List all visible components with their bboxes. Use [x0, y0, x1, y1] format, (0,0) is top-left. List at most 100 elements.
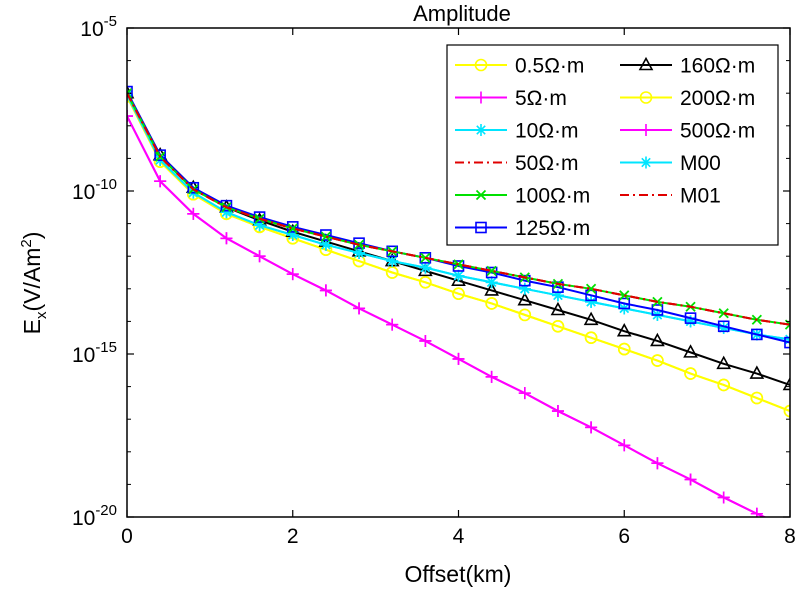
series-7: [127, 90, 790, 418]
data-point: [617, 342, 631, 356]
legend: 0.5Ω·m 160Ω·m 5Ω·m 200Ω·m 10Ω·m 500Ω·m 50Ω·m M0…: [446, 44, 779, 246]
data-point: [485, 276, 498, 289]
y-axis-label: Ex(V/Am2): [18, 232, 50, 335]
data-point: [486, 265, 497, 277]
data-point: [319, 238, 332, 251]
data-point: [452, 352, 465, 365]
legend-marker: [475, 221, 487, 234]
data-point: [583, 311, 599, 326]
data-point: [127, 85, 133, 98]
data-point: [187, 207, 200, 220]
data-point: [683, 344, 698, 358]
data-point: [453, 259, 464, 270]
data-point: [253, 219, 266, 232]
legend-label: 160Ω·m: [680, 55, 755, 78]
data-point: [650, 332, 665, 347]
legend-entry: 125Ω·m: [455, 217, 590, 240]
legend-entry: 0.5Ω·m: [455, 55, 584, 78]
legend-label: 500Ω·m: [680, 120, 755, 143]
data-point: [585, 295, 598, 308]
series-8: [127, 110, 767, 517]
data-point: [619, 290, 630, 301]
data-point: [717, 320, 730, 333]
series-line: [127, 91, 790, 344]
data-point: [717, 491, 730, 504]
data-point: [551, 319, 565, 333]
axes: 0 2 4 6 8 10-5 10-10 10-15 10-20: [72, 13, 796, 548]
legend-label: 0.5Ω·m: [515, 55, 584, 78]
data-point: [220, 232, 233, 245]
data-point: [319, 284, 332, 297]
data-point: [550, 301, 566, 316]
data-point: [783, 404, 790, 418]
legend-label: 100Ω·m: [515, 185, 590, 208]
data-point: [419, 275, 432, 289]
data-point: [286, 229, 299, 242]
data-point: [517, 292, 533, 306]
legend-entry: 10Ω·m: [455, 120, 579, 143]
data-point: [751, 328, 763, 341]
legend-label: 125Ω·m: [515, 217, 590, 240]
data-point: [750, 391, 764, 405]
legend-marker: [475, 124, 487, 136]
y-tick-label: 10-10: [72, 176, 117, 204]
data-point: [616, 323, 632, 337]
data-point: [552, 281, 564, 293]
data-point: [386, 318, 399, 331]
legend-entry: M01: [620, 185, 721, 208]
legend-marker: [475, 91, 487, 104]
data-point: [585, 283, 597, 294]
data-point: [353, 302, 366, 315]
data-point: [651, 304, 664, 316]
data-point: [618, 297, 631, 310]
legend-label: 200Ω·m: [680, 87, 755, 110]
x-tick-label: 2: [287, 525, 299, 548]
y-tick-label: 10-15: [72, 339, 117, 367]
data-point: [749, 365, 765, 379]
legend-entry: 5Ω·m: [455, 87, 567, 110]
legend-entry: M00: [620, 152, 721, 175]
legend-marker: [639, 91, 653, 104]
legend-label: M00: [680, 152, 721, 175]
data-point: [286, 268, 299, 281]
data-point: [784, 336, 790, 349]
series-4: [127, 88, 790, 330]
data-point: [651, 354, 664, 367]
x-axis-label: Offset(km): [405, 561, 512, 587]
data-point: [585, 421, 598, 434]
legend-label: 5Ω·m: [515, 87, 567, 110]
data-point: [452, 269, 465, 282]
data-point: [750, 507, 763, 517]
data-point: [253, 250, 266, 263]
chart-title: Amplitude: [413, 1, 511, 26]
data-point: [353, 246, 366, 259]
data-point: [684, 473, 697, 486]
data-point: [518, 274, 531, 287]
data-point: [518, 282, 531, 295]
data-point: [684, 315, 697, 328]
data-point: [386, 255, 399, 268]
data-point: [484, 282, 499, 296]
data-point: [154, 149, 166, 161]
data-point: [618, 439, 631, 452]
data-point: [584, 331, 598, 345]
data-point: [287, 223, 298, 234]
legend-marker: [474, 58, 488, 72]
data-point: [419, 334, 432, 347]
x-tick-label: 6: [618, 525, 630, 548]
data-point: [684, 367, 697, 380]
data-point: [518, 387, 531, 400]
data-point: [717, 321, 730, 334]
legend-entry: 50Ω·m: [455, 152, 579, 175]
legend-marker: [475, 189, 487, 201]
data-point: [220, 206, 233, 219]
series-line: [127, 96, 790, 412]
legend-label: 50Ω·m: [515, 152, 579, 175]
data-point: [717, 378, 731, 392]
data-point: [518, 308, 532, 322]
legend-marker: [640, 156, 652, 169]
data-point: [782, 376, 790, 391]
legend-entry: 200Ω·m: [620, 87, 755, 110]
legend-marker: [640, 124, 652, 136]
